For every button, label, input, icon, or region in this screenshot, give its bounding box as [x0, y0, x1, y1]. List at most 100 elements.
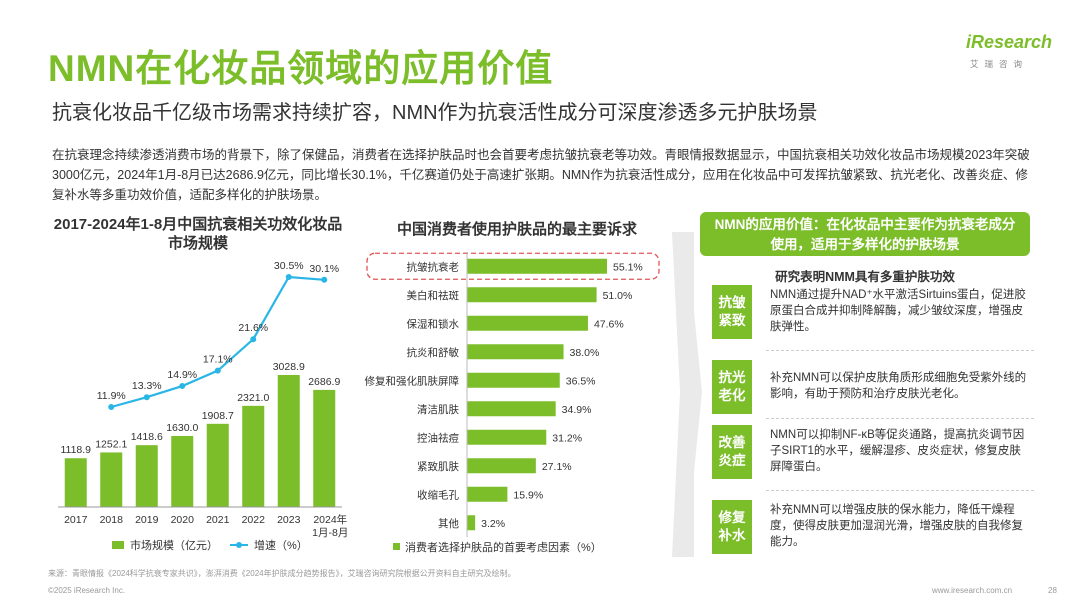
skincare-demand-chart: 抗皱抗衰老 55.1% 美白和祛斑 51.0% 保湿和锁水 47.6% 抗炎和舒敏 38.0%… [365, 252, 660, 554]
demand-bar [467, 287, 597, 303]
growth-value-label: 30.1% [309, 263, 339, 275]
category-label: 清洁肌肤 [417, 403, 459, 416]
growth-point [108, 404, 115, 410]
market-bar [277, 375, 300, 507]
benefit-row: 抗皱紧致 NMN通过提升NAD⁺水平激活Sirtuins蛋白，促进胶原蛋白合成并… [704, 285, 1034, 339]
demand-value-label: 3.2% [481, 518, 505, 530]
growth-value-label: 30.5% [274, 260, 304, 272]
market-bar [100, 452, 123, 507]
growth-point [143, 394, 150, 401]
benefit-text: 补充NMN可以保护皮肤角质形成细胞免受紫外线的影响，有助于预防和治疗皮肤光老化。 [770, 372, 1027, 400]
page-subtitle: 抗衰化妆品千亿级市场需求持续扩容，NMN作为抗衰活性成分可深度渗透多元护肤场景 [52, 102, 818, 124]
benefit-text: 补充NMN可以增强皮肤的保水能力，降低干燥程度，使得皮肤更加湿润光滑，增强皮肤的… [770, 504, 1023, 548]
legend-bar-swatch [112, 541, 124, 549]
demand-bar [467, 486, 508, 502]
demand-chart-title: 中国消费者使用护肤品的最主要诉求 [396, 221, 637, 238]
bar-value-label: 1418.6 [131, 431, 163, 443]
x-tick-label: 2023 [277, 514, 301, 526]
demand-value-label: 34.9% [562, 404, 592, 416]
category-label: 紧致肌肤 [417, 460, 459, 473]
logo-wordmark: iResearch [966, 32, 1053, 52]
x-tick-label: 2020 [171, 514, 195, 526]
x-tick-label: 2019 [135, 514, 159, 526]
growth-value-label: 13.3% [132, 380, 162, 392]
demand-bar [467, 515, 476, 531]
benefit-row: 修复补水 补充NMN可以增强皮肤的保水能力，降低干燥程度，使得皮肤更加湿润光滑，… [704, 500, 1034, 554]
growth-point [321, 276, 328, 283]
legend-line-marker [236, 542, 242, 548]
market-bar [135, 445, 158, 507]
row-divider [766, 490, 1034, 491]
x-tick-label: 2018 [100, 514, 124, 526]
category-label: 美白和祛斑 [407, 289, 460, 302]
demand-value-label: 47.6% [594, 318, 624, 330]
copyright: ©2025 iResearch Inc. [48, 586, 126, 595]
category-label: 其他 [438, 517, 459, 530]
iresearch-logo: iResearch 艾瑞咨询 [962, 30, 1054, 72]
demand-bar [467, 401, 556, 417]
legend-line-label: 增速（%） [254, 538, 308, 552]
row-divider [766, 418, 1034, 419]
panel-arrow-shape [672, 232, 702, 557]
growth-point [250, 336, 257, 343]
demand-bar [467, 429, 547, 445]
page-title: NMN在化妆品领域的应用价值 [48, 48, 554, 89]
panel-header: NMN的应用价值：在化妆品中主要作为抗衰老成分使用，适用于多样化的护肤场景 [700, 212, 1030, 256]
bar-value-label: 3028.9 [273, 361, 305, 373]
x-tick-label: 2024年 1月-8月 [312, 513, 348, 539]
growth-value-label: 17.1% [203, 354, 233, 366]
demand-bar [467, 315, 588, 331]
bar-value-label: 2321.0 [237, 392, 269, 404]
legend-swatch [393, 543, 400, 550]
growth-value-label: 11.9% [97, 390, 126, 402]
category-label: 收缩毛孔 [417, 488, 459, 501]
benefit-label: 抗光老化 [712, 360, 752, 414]
website-link[interactable]: www.iresearch.com.cn [932, 586, 1013, 595]
benefit-text: NMN可以抑制NF-κB等促炎通路，提高抗炎调节因子SIRT1的水平，缓解湿疹、… [770, 429, 1025, 473]
page-number: 28 [1048, 586, 1057, 595]
growth-value-label: 21.6% [238, 322, 268, 334]
benefit-row: 抗光老化 补充NMN可以保护皮肤角质形成细胞免受紫外线的影响，有助于预防和治疗皮… [704, 360, 1034, 414]
benefit-label: 改善炎症 [712, 425, 752, 479]
growth-point [285, 274, 292, 280]
legend-bar-label: 市场规模（亿元） [130, 538, 218, 552]
market-bar [206, 423, 229, 507]
x-tick-label: 2022 [242, 514, 266, 526]
demand-value-label: 51.0% [603, 290, 633, 302]
growth-point [214, 367, 221, 374]
market-chart-title: 2017-2024年1-8月中国抗衰相关功效化妆品市场规模 [53, 216, 343, 252]
bar-value-label: 1252.1 [95, 438, 127, 450]
bar-value-label: 2686.9 [308, 376, 340, 388]
demand-value-label: 38.0% [570, 347, 600, 359]
growth-value-label: 14.9% [167, 369, 197, 381]
demand-value-label: 55.1% [613, 261, 643, 273]
highlight-box [366, 252, 660, 280]
market-bar [313, 389, 336, 507]
panel-subheader: 研究表明NMM具有多重护肤功效 [775, 270, 955, 284]
benefit-text: NMN通过提升NAD⁺水平激活Sirtuins蛋白，促进胶原蛋白合成并抑制降解酶… [770, 289, 1026, 333]
market-bar [242, 405, 265, 507]
demand-value-label: 31.2% [552, 432, 582, 444]
demand-bar [467, 258, 607, 274]
source-note: 来源：青眼情报《2024科学抗衰专家共识》，澎湃消费《2024年护肤成分趋势报告… [48, 569, 516, 578]
growth-point [179, 383, 186, 390]
demand-bar [467, 344, 564, 360]
demand-bar [467, 458, 536, 474]
category-label: 修复和强化肌肤屏障 [365, 374, 460, 387]
bar-value-label: 1118.9 [60, 444, 91, 456]
intro-paragraph: 在抗衰理念持续渗透消费市场的背景下，除了保健品，消费者在选择护肤品时也会首要考虑… [52, 148, 1030, 202]
row-divider [766, 350, 1034, 351]
x-tick-label: 2017 [64, 514, 88, 526]
benefit-label: 修复补水 [712, 500, 752, 554]
market-bar [171, 435, 194, 507]
demand-value-label: 15.9% [513, 489, 543, 501]
benefit-label: 抗皱紧致 [712, 285, 752, 339]
bar-value-label: 1908.7 [202, 410, 234, 422]
category-label: 抗炎和舒敏 [407, 346, 460, 359]
demand-value-label: 27.1% [542, 461, 572, 473]
logo-subtitle: 艾瑞咨询 [970, 59, 1029, 69]
legend-label: 消费者选择护肤品的首要考虑因素（%） [405, 540, 602, 554]
demand-bar [467, 372, 560, 388]
market-bar [64, 458, 87, 507]
